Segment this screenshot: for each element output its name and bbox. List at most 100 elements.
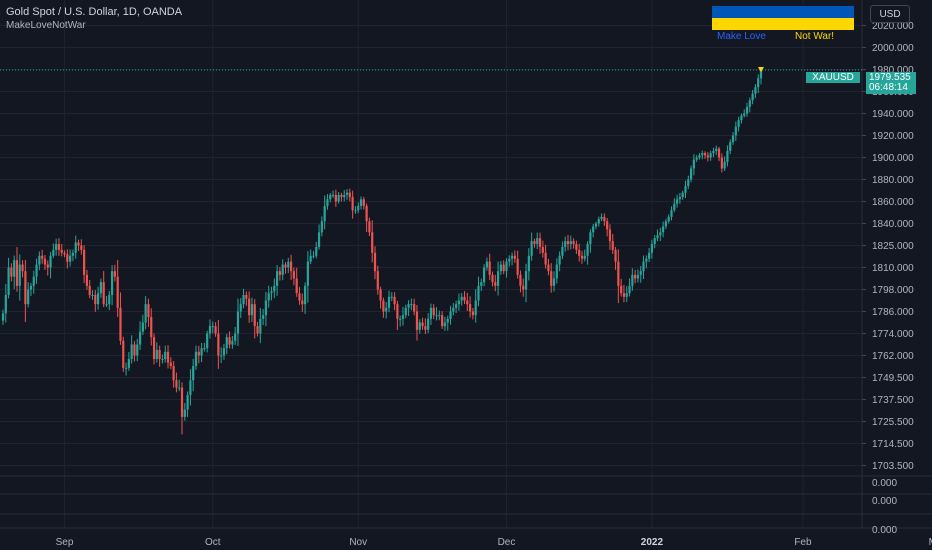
- candle: [703, 151, 707, 159]
- candle: [110, 265, 114, 306]
- candle-body: [329, 194, 332, 200]
- candle-body: [281, 264, 284, 275]
- candle-body: [21, 264, 24, 272]
- candle-body: [217, 333, 220, 356]
- price-tick-label: 1880.000: [872, 175, 914, 186]
- candle: [580, 250, 584, 264]
- candle-body: [692, 159, 695, 169]
- currency-button[interactable]: USD: [870, 5, 910, 23]
- candle-body: [396, 304, 399, 319]
- candle: [152, 333, 156, 365]
- candle: [281, 259, 284, 281]
- chart-title: Gold Spot / U.S. Dollar, 1D, OANDA: [6, 6, 183, 18]
- candle: [642, 255, 645, 280]
- price-tick-label: 2000.000: [872, 43, 914, 54]
- candle: [502, 260, 505, 275]
- candle: [435, 307, 438, 321]
- candle-body: [678, 197, 681, 200]
- overlay: [0, 67, 862, 72]
- candle-body: [589, 232, 592, 245]
- candle: [158, 345, 161, 367]
- candle: [675, 194, 679, 208]
- candle-body: [29, 285, 33, 290]
- candle-body: [530, 241, 533, 256]
- candle-body: [734, 126, 737, 136]
- candle-body: [220, 355, 223, 357]
- candle-body: [569, 241, 572, 245]
- candle-body: [387, 296, 391, 308]
- candle: [689, 165, 693, 183]
- indicator-name[interactable]: MakeLoveNotWar: [6, 20, 86, 31]
- candle-body: [415, 311, 419, 330]
- candle-body: [695, 157, 698, 160]
- candle: [253, 299, 256, 339]
- candle: [720, 153, 723, 173]
- candle: [670, 206, 673, 221]
- candle: [463, 291, 466, 305]
- candle: [639, 266, 642, 283]
- candle-body: [24, 271, 27, 305]
- candle-body: [164, 351, 167, 360]
- candle: [410, 298, 413, 311]
- candle-body: [720, 157, 723, 169]
- candle: [743, 109, 746, 118]
- candle-body: [85, 274, 89, 286]
- candle-body: [96, 293, 100, 305]
- candle-body: [636, 274, 640, 279]
- candle: [569, 235, 572, 250]
- candle: [731, 132, 735, 145]
- candle: [178, 379, 181, 392]
- candle: [519, 270, 522, 293]
- candle-body: [32, 276, 35, 286]
- candle: [399, 315, 402, 327]
- candle-body: [122, 340, 125, 368]
- candle: [740, 113, 743, 124]
- candle-body: [138, 331, 142, 345]
- candle-body: [133, 344, 136, 356]
- candle-body: [494, 282, 497, 286]
- candle: [18, 254, 21, 301]
- candle: [536, 232, 539, 250]
- candle: [628, 278, 631, 297]
- candle-body: [628, 285, 631, 294]
- candle-body: [413, 304, 416, 312]
- candle-body: [4, 295, 7, 314]
- candle-body: [83, 249, 86, 275]
- candle: [415, 304, 419, 341]
- candle-body: [169, 362, 172, 367]
- candle-body: [552, 278, 556, 286]
- flag-yellow-stripe: [712, 18, 854, 30]
- candle: [27, 282, 30, 308]
- candle: [298, 286, 301, 305]
- candle-body: [558, 255, 561, 265]
- candle: [421, 317, 424, 330]
- candle: [323, 195, 326, 230]
- candle-body: [317, 232, 321, 247]
- candle-body: [43, 258, 47, 265]
- candle-body: [606, 221, 609, 230]
- candle: [161, 354, 164, 364]
- candle: [102, 270, 105, 308]
- sub-pane-tick-label: 0.000: [872, 496, 897, 507]
- candle: [326, 194, 329, 210]
- candle: [197, 345, 200, 364]
- candle-body: [578, 249, 581, 256]
- candle-body: [124, 367, 128, 369]
- candle: [737, 116, 740, 132]
- candle-body: [410, 304, 413, 306]
- signal-marker-icon: [758, 67, 764, 72]
- candle-body: [141, 322, 144, 332]
- candle-body: [292, 271, 295, 279]
- candle: [650, 239, 654, 259]
- candle-body: [63, 252, 66, 255]
- candle: [175, 372, 178, 393]
- candle: [625, 286, 628, 302]
- candle: [681, 190, 684, 200]
- candle-body: [253, 304, 256, 327]
- candle: [91, 290, 94, 300]
- candle: [555, 258, 558, 284]
- candle-body: [670, 210, 673, 217]
- candle: [289, 254, 293, 280]
- candle: [524, 263, 528, 303]
- candle-body: [303, 285, 307, 305]
